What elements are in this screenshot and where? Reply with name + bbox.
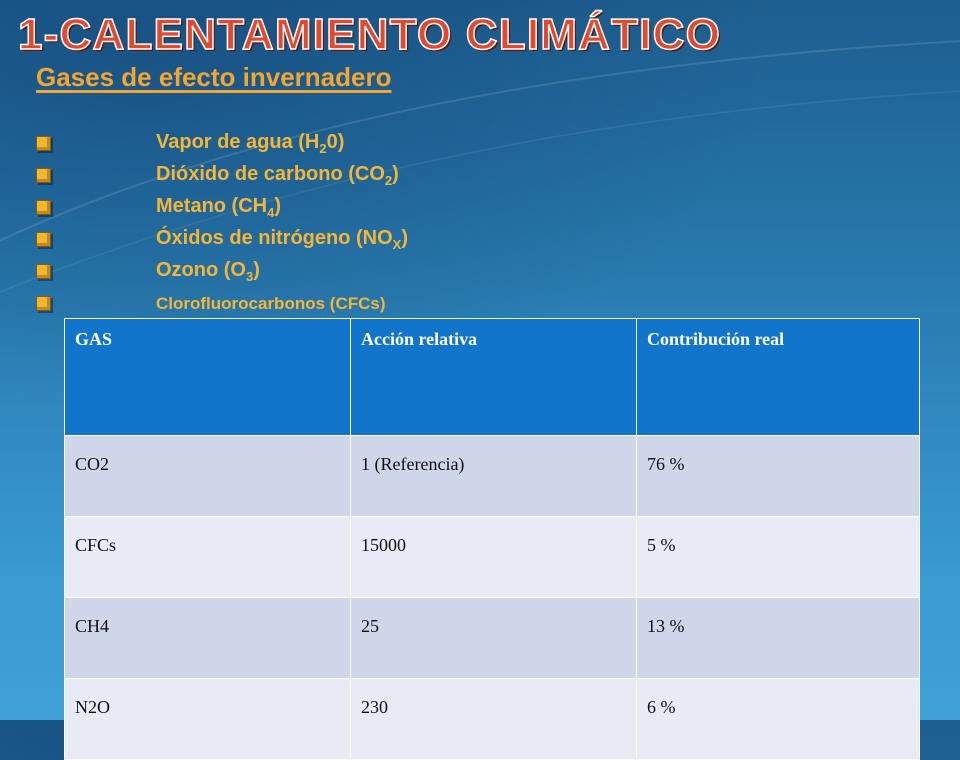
- gas-label: Clorofluorocarbonos (CFCs): [156, 294, 386, 313]
- cell-contribucion: 5 %: [636, 516, 920, 598]
- square-bullet-icon: [36, 232, 51, 247]
- table-row: N2O 230 6 %: [64, 678, 920, 760]
- cell-contribucion: 76 %: [636, 435, 920, 517]
- slide-subtitle: Gases de efecto invernadero: [36, 62, 392, 92]
- slide-title: 1-CALENTAMIENTO CLIMÁTICO: [17, 9, 721, 60]
- square-bullet-icon: [36, 264, 51, 279]
- cell-contribucion: 13 %: [636, 597, 920, 679]
- table-row: CH4 25 13 %: [64, 597, 920, 679]
- gas-label: Óxidos de nitrógeno (NOX): [156, 227, 409, 252]
- gas-label: Metano (CH4): [156, 195, 282, 220]
- cell-accion: 230: [350, 678, 637, 760]
- square-bullet-icon: [36, 168, 51, 183]
- table-header-row: GAS Acción relativa Contribución real: [64, 318, 920, 436]
- square-bullet-icon: [36, 296, 51, 311]
- gas-table: GAS Acción relativa Contribución real CO…: [64, 318, 920, 760]
- table-row: CFCs 15000 5 %: [64, 516, 920, 598]
- cell-gas: N2O: [64, 678, 351, 760]
- table-row: CO2 1 (Referencia) 76 %: [64, 435, 920, 517]
- cell-contribucion: 6 %: [636, 678, 920, 760]
- gas-label: Ozono (O3): [156, 259, 260, 284]
- cell-gas: CO2: [64, 435, 351, 517]
- header-contribucion-real: Contribución real: [636, 318, 920, 436]
- cell-accion: 1 (Referencia): [350, 435, 637, 517]
- cell-gas: CH4: [64, 597, 351, 679]
- square-bullet-icon: [36, 200, 51, 215]
- cell-gas: CFCs: [64, 516, 351, 598]
- cell-accion: 25: [350, 597, 637, 679]
- square-bullet-icon: [36, 136, 51, 151]
- gas-label: Dióxido de carbono (CO2): [156, 163, 399, 188]
- cell-accion: 15000: [350, 516, 637, 598]
- header-gas: GAS: [64, 318, 351, 436]
- gas-label: Vapor de agua (H20): [156, 131, 345, 156]
- header-accion-relativa: Acción relativa: [350, 318, 637, 436]
